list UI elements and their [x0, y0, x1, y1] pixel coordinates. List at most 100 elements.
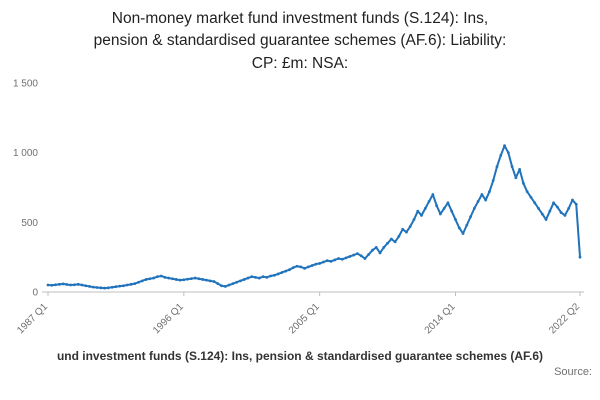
data-point: [495, 165, 499, 169]
data-point: [555, 206, 559, 209]
data-point: [401, 228, 405, 232]
data-line: [47, 145, 581, 290]
x-tick-label: 2005 Q1: [287, 301, 322, 336]
data-point: [91, 286, 95, 289]
data-point: [518, 168, 522, 172]
data-point: [484, 199, 488, 202]
data-point: [438, 212, 442, 216]
data-point: [182, 278, 186, 282]
data-point: [503, 144, 506, 148]
x-tick-label: 2022 Q2: [547, 301, 582, 336]
data-point: [427, 200, 431, 204]
data-point: [499, 154, 503, 158]
data-point: [144, 278, 148, 282]
data-point: [480, 193, 484, 197]
data-point: [322, 261, 325, 264]
data-point: [435, 204, 439, 208]
y-tick-label: 0: [32, 288, 38, 299]
data-point: [76, 283, 80, 287]
chart-title-line-3: CP: £m: NSA:: [251, 54, 349, 72]
data-point: [454, 218, 457, 222]
chart-svg: 0 500 1 000 1 500 1987 Q1 1996 Q1 2005 Q1 2014 …: [13, 79, 584, 337]
data-point: [457, 226, 461, 230]
data-point: [416, 210, 420, 213]
data-point: [420, 214, 423, 218]
data-point: [423, 207, 427, 211]
data-point: [69, 284, 73, 287]
chart-title: Non-money market fund investment funds (…: [0, 0, 600, 75]
data-point: [537, 207, 540, 211]
x-tick-label: 1987 Q1: [15, 301, 50, 336]
data-point: [340, 258, 344, 262]
data-point: [325, 259, 329, 263]
data-point: [306, 265, 310, 269]
data-point: [506, 151, 510, 155]
x-tick-label: 2014 Q1: [423, 301, 458, 336]
data-point: [510, 165, 514, 169]
data-point: [261, 275, 265, 279]
data-point: [208, 279, 212, 283]
data-point: [382, 246, 386, 250]
data-point: [552, 201, 555, 205]
data-point: [254, 276, 257, 280]
data-point: [129, 283, 133, 287]
data-point: [205, 279, 208, 282]
data-point: [578, 256, 582, 259]
data-point: [250, 275, 254, 279]
data-point: [378, 251, 382, 255]
data-point: [476, 200, 480, 204]
data-point: [574, 203, 578, 207]
data-point: [174, 278, 178, 282]
chart-title-line-2: pension & standardised guarantee schemes…: [93, 32, 507, 50]
data-point: [344, 256, 348, 260]
data-point: [540, 212, 544, 216]
data-point: [57, 283, 61, 287]
data-point: [548, 210, 552, 213]
data-point: [235, 281, 239, 285]
data-point: [522, 182, 525, 186]
data-point: [272, 274, 276, 278]
data-point: [163, 276, 167, 280]
data-point: [386, 242, 389, 246]
data-point: [201, 278, 205, 282]
data-point: [348, 255, 352, 259]
data-point: [355, 252, 359, 256]
data-point: [167, 277, 171, 280]
data-point: [488, 190, 491, 194]
data-point: [193, 277, 197, 280]
data-point: [367, 253, 371, 257]
data-point: [559, 211, 563, 215]
y-tick-label: 1 500: [13, 79, 38, 90]
y-tick-label: 500: [21, 218, 38, 229]
data-point: [533, 201, 537, 205]
data-point: [265, 276, 269, 280]
data-point: [352, 254, 356, 257]
data-point: [318, 262, 322, 266]
data-point: [450, 210, 454, 213]
data-point: [246, 277, 250, 280]
data-point: [171, 277, 174, 281]
chart-area: 0 500 1 000 1 500 1987 Q1 1996 Q1 2005 Q1 2014 …: [0, 75, 600, 345]
data-point: [389, 238, 393, 241]
data-point: [363, 257, 367, 261]
data-point: [310, 264, 314, 268]
data-point: [122, 284, 125, 288]
data-point: [269, 274, 273, 278]
data-point: [220, 284, 223, 288]
data-point: [84, 284, 88, 288]
data-point: [469, 215, 472, 219]
data-point: [106, 286, 110, 290]
data-point: [284, 270, 288, 273]
data-point: [148, 277, 152, 281]
data-point: [159, 274, 163, 278]
data-point: [295, 265, 299, 269]
data-point: [371, 249, 374, 253]
data-point: [189, 277, 193, 281]
data-point: [65, 283, 69, 287]
data-point: [156, 275, 159, 279]
data-point: [50, 284, 54, 288]
data-point: [544, 218, 548, 222]
data-point: [563, 214, 567, 218]
series-legend: und investment funds (S.124): Ins, pensi…: [56, 349, 544, 364]
